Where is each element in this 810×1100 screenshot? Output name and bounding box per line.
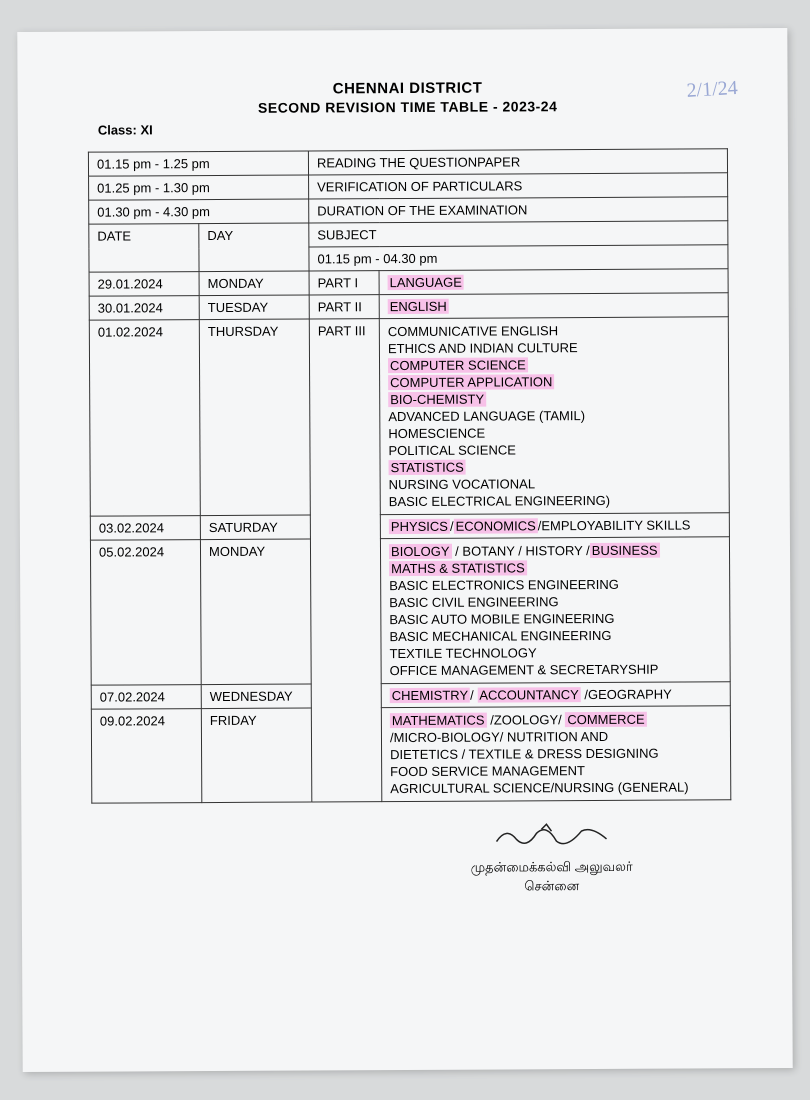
date-cell: 29.01.2024	[89, 272, 199, 297]
day-cell: FRIDAY	[201, 708, 311, 803]
date-cell: 07.02.2024	[91, 685, 201, 710]
exam-row: 07.02.2024 WEDNESDAY CHEMISTRY/ ACCOUNTA…	[91, 682, 730, 709]
timing-time: 01.15 pm - 1.25 pm	[88, 151, 308, 176]
exam-row: 03.02.2024 SATURDAY PHYSICS/ECONOMICS/EM…	[90, 513, 729, 540]
timetable: 01.15 pm - 1.25 pm READING THE QUESTIONP…	[88, 148, 731, 803]
subject-cell: PHYSICS/ECONOMICS/EMPLOYABILITY SKILLS	[380, 513, 729, 539]
day-cell: TUESDAY	[199, 295, 309, 320]
timing-desc: VERIFICATION OF PARTICULARS	[309, 173, 728, 199]
subject-cell: COMMUNICATIVE ENGLISHETHICS AND INDIAN C…	[379, 317, 729, 515]
document-paper: 2/1/24 CHENNAI DISTRICT SECOND REVISION …	[17, 28, 792, 1072]
timing-row: 01.30 pm - 4.30 pm DURATION OF THE EXAMI…	[89, 197, 728, 224]
date-cell: 05.02.2024	[90, 540, 201, 686]
exam-row: 29.01.2024 MONDAY PART I LANGUAGE	[89, 269, 728, 296]
subject-cell: LANGUAGE	[379, 269, 728, 295]
day-cell: MONDAY	[200, 539, 311, 685]
signature	[371, 820, 731, 858]
exam-row: 09.02.2024 FRIDAY MATHEMATICS /ZOOLOGY/ …	[91, 706, 730, 803]
header-row: DATE DAY SUBJECT	[89, 221, 728, 248]
day-cell: THURSDAY	[199, 319, 310, 516]
footer-designation: முதன்மைக்கல்வி அலுவலர்	[372, 858, 732, 877]
part-cell: PART III	[309, 319, 382, 802]
class-label: Class: XI	[98, 119, 728, 137]
session-time: 01.15 pm - 04.30 pm	[309, 245, 728, 271]
part-cell: PART II	[309, 295, 379, 319]
day-cell: WEDNESDAY	[201, 684, 311, 709]
subject-cell: ENGLISH	[379, 293, 728, 319]
col-day: DAY	[199, 223, 309, 272]
subject-cell: CHEMISTRY/ ACCOUNTANCY /GEOGRAPHY	[381, 682, 730, 708]
exam-row: 30.01.2024 TUESDAY PART II ENGLISH	[89, 293, 728, 320]
timing-desc: READING THE QUESTIONPAPER	[308, 149, 727, 175]
exam-row: 01.02.2024 THURSDAY PART III COMMUNICATI…	[89, 317, 729, 516]
day-cell: MONDAY	[199, 271, 309, 296]
date-cell: 01.02.2024	[89, 320, 200, 517]
col-subject: SUBJECT	[309, 221, 728, 247]
subject-text: ENGLISH	[388, 299, 449, 314]
timing-row: 01.15 pm - 1.25 pm READING THE QUESTIONP…	[88, 149, 727, 176]
header-subtitle: SECOND REVISION TIME TABLE - 2023-24	[88, 97, 728, 116]
signature-icon	[491, 821, 611, 852]
timing-row: 01.25 pm - 1.30 pm VERIFICATION OF PARTI…	[89, 173, 728, 200]
col-date: DATE	[89, 224, 199, 273]
date-cell: 09.02.2024	[91, 709, 201, 804]
timing-time: 01.25 pm - 1.30 pm	[89, 175, 309, 200]
footer: முதன்மைக்கல்வி அலுவலர் சென்னை	[371, 820, 731, 896]
document-header: CHENNAI DISTRICT SECOND REVISION TIME TA…	[88, 78, 728, 116]
footer-place: சென்னை	[372, 877, 732, 896]
date-cell: 30.01.2024	[89, 296, 199, 321]
timing-time: 01.30 pm - 4.30 pm	[89, 199, 309, 224]
day-cell: SATURDAY	[200, 515, 310, 540]
handwritten-date: 2/1/24	[686, 77, 738, 103]
subject-cell: BIOLOGY / BOTANY / HISTORY /BUSINESSMATH…	[380, 537, 730, 684]
part-cell: PART I	[309, 271, 379, 295]
date-cell: 03.02.2024	[90, 516, 200, 541]
header-title: CHENNAI DISTRICT	[88, 78, 728, 98]
exam-row: 05.02.2024 MONDAY BIOLOGY / BOTANY / HIS…	[90, 537, 730, 685]
subject-cell: MATHEMATICS /ZOOLOGY/ COMMERCE/MICRO-BIO…	[381, 706, 730, 802]
subject-text: LANGUAGE	[388, 275, 464, 290]
timing-desc: DURATION OF THE EXAMINATION	[309, 197, 728, 223]
